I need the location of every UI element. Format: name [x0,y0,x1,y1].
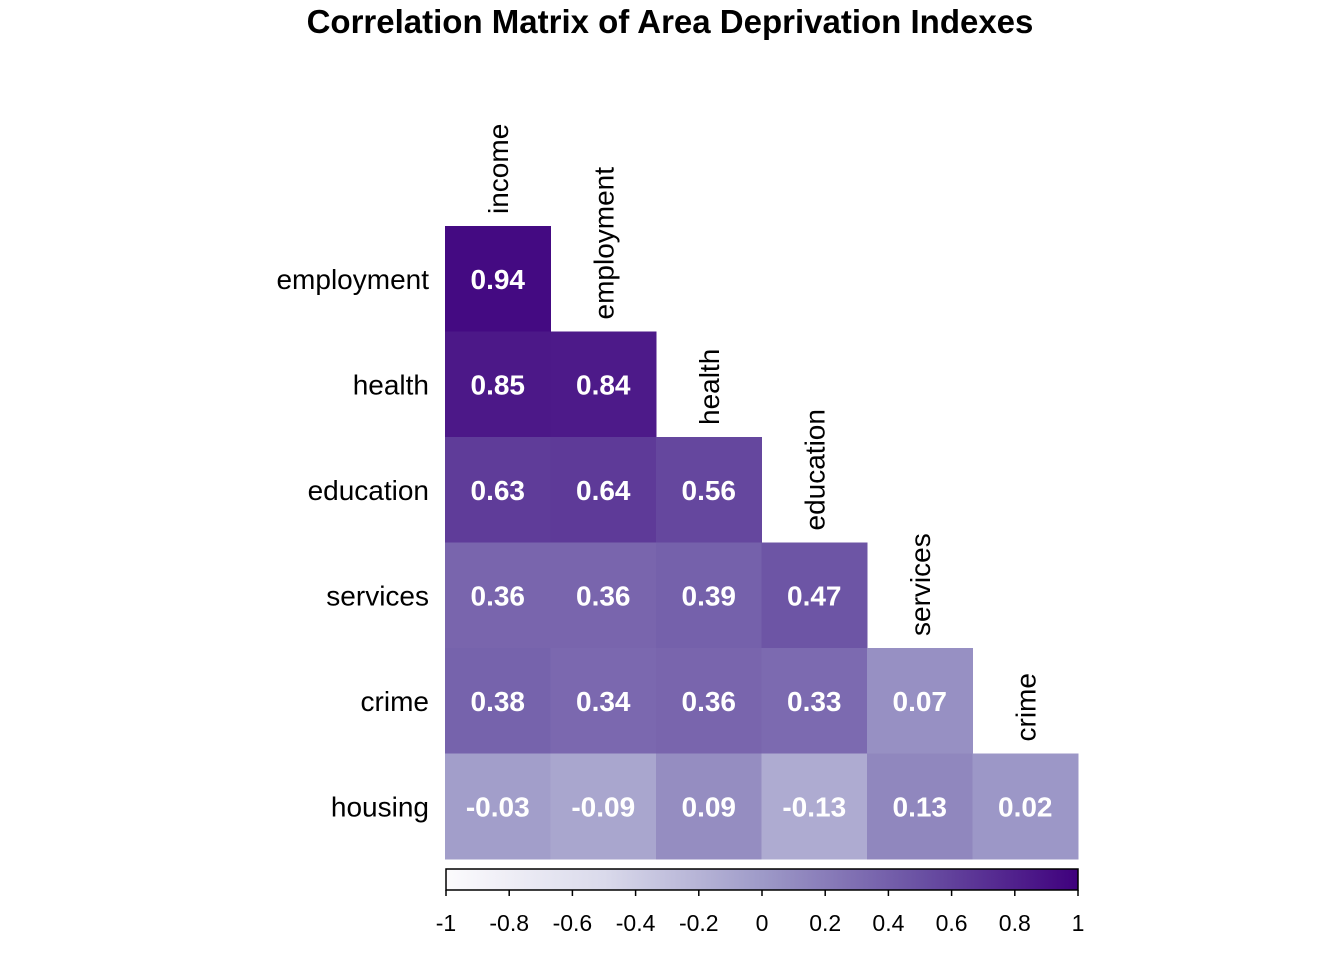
row-labels: employment health education services crime ho… [276,264,429,823]
cell-value-label: 0.84 [576,369,631,400]
cell-value-label: 0.13 [893,791,948,822]
row-label-employment: employment [276,264,429,295]
row-label-health: health [353,369,429,400]
cell-services-education [761,542,868,649]
colorbar-tick-label: 0.4 [872,910,904,936]
row-label-education: education [308,475,429,506]
cell-value-label: 0.85 [471,369,526,400]
cell-value-label: 0.47 [787,580,842,611]
cell-services-health [656,542,762,649]
cell-value-label: 0.07 [893,686,948,717]
cell-value-label: 0.36 [576,580,631,611]
cell-value-label: -0.09 [571,791,635,822]
cell-housing-education [761,753,868,860]
cell-education-employment [550,437,657,543]
column-label-health: health [694,349,725,425]
colorbar-tick-label: -0.6 [553,910,593,936]
cell-value-label: 0.02 [998,791,1053,822]
cell-value-label: 0.09 [682,791,737,822]
cell-services-employment [550,542,657,649]
column-label-education: education [799,409,830,530]
cell-value-label: 0.56 [682,475,737,506]
cell-health-employment [550,331,657,438]
cell-value-label: 0.36 [682,686,737,717]
cell-crime-income [445,648,551,754]
cell-value-label: 0.39 [682,580,737,611]
cell-value-label: 0.33 [787,686,842,717]
colorbar-tick-label: -0.2 [679,910,719,936]
column-labels: income employment health education services c… [483,124,1042,742]
cell-crime-services [867,648,973,754]
colorbar-tick-label: 0.6 [936,910,968,936]
cell-housing-employment [550,753,657,860]
color-legend [445,868,1079,891]
colorbar-gradient [445,868,1079,891]
column-label-employment: employment [588,167,619,320]
cell-value-label: 0.94 [471,264,526,295]
cell-value-label: -0.03 [466,791,530,822]
cell-housing-services [867,753,973,860]
cell-value-label: 0.38 [471,686,526,717]
cell-housing-crime [972,753,1079,860]
cell-services-income [445,542,551,649]
cell-employment-income [445,226,551,332]
cell-value-label: -0.13 [782,791,846,822]
row-label-services: services [326,580,429,611]
colorbar-tick-label: 0.8 [999,910,1031,936]
cell-value-label: 0.36 [471,580,526,611]
column-label-income: income [483,124,514,214]
colorbar-tick-label: -0.4 [616,910,656,936]
colorbar-tick-label: -1 [436,910,456,936]
cell-value-label: 0.64 [576,475,631,506]
colorbar-tick-label: -0.8 [489,910,529,936]
cell-crime-education [761,648,868,754]
cell-education-health [656,437,762,543]
cell-housing-health [656,753,762,860]
cell-value-label: 0.34 [576,686,631,717]
row-label-housing: housing [331,791,429,822]
cell-health-income [445,331,551,438]
colorbar-tick-label: 1 [1072,910,1085,936]
cell-housing-income [445,753,551,860]
colorbar-ticks: -1 -0.8 -0.6 -0.4 -0.2 0 0.2 0.4 0.6 0.8 1 [436,890,1085,936]
cell-crime-employment [550,648,657,754]
cell-education-income [445,437,551,543]
row-label-crime: crime [361,686,429,717]
cell-value-label: 0.63 [471,475,526,506]
colorbar-tick-label: 0 [756,910,769,936]
column-label-services: services [905,533,936,636]
chart-title: Correlation Matrix of Area Deprivation I… [307,3,1034,40]
column-label-crime: crime [1010,673,1041,741]
cell-crime-health [656,648,762,754]
heatmap-cells: 0.94 0.85 0.84 0.63 0.64 0.56 0.36 0.36 0.39 0.47… [445,226,1079,860]
colorbar-tick-label: 0.2 [809,910,841,936]
